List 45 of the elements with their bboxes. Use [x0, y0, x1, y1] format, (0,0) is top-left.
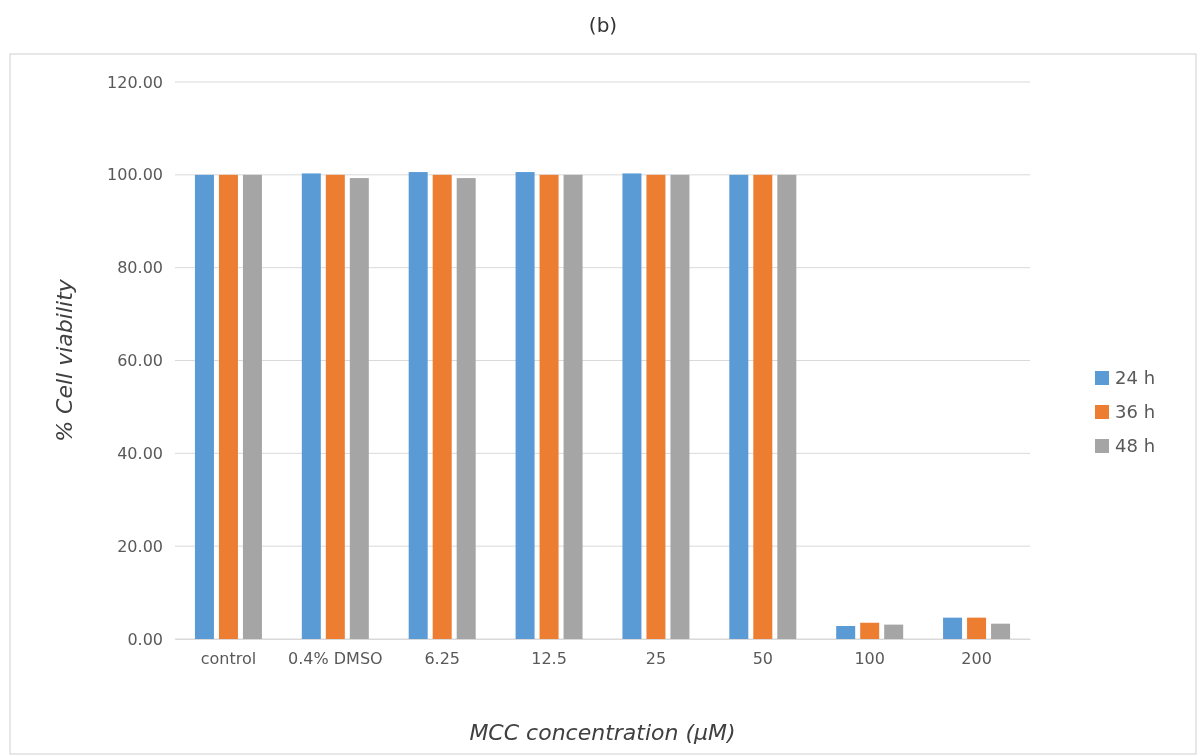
- x-tick-label: 6.25: [424, 649, 460, 669]
- y-tick-label: 0.00: [127, 629, 163, 649]
- bar: [777, 174, 797, 639]
- bar: [456, 178, 476, 639]
- legend-label: 24 h: [1115, 367, 1156, 388]
- bar: [218, 174, 238, 639]
- bar: [563, 174, 583, 639]
- y-tick-label: 100.00: [107, 165, 163, 185]
- chart-title: (b): [588, 13, 618, 37]
- bar: [349, 178, 369, 639]
- y-tick-label: 20.00: [117, 536, 163, 556]
- x-tick-label: 200: [961, 649, 992, 669]
- x-tick-label: 0.4% DMSO: [288, 649, 383, 669]
- y-axis-title: % Cell viability: [52, 278, 77, 442]
- legend-label: 48 h: [1115, 435, 1156, 456]
- bar: [408, 172, 428, 639]
- bar: [860, 622, 880, 639]
- bar: [325, 174, 345, 639]
- bar: [515, 172, 535, 639]
- bar: [753, 174, 773, 639]
- x-tick-label: control: [200, 649, 257, 669]
- x-axis-title: MCC concentration (μM): [469, 720, 736, 745]
- bar: [967, 617, 987, 639]
- bar: [991, 623, 1011, 639]
- bar: [539, 174, 559, 639]
- y-tick-label: 120.00: [107, 72, 163, 92]
- bar: [943, 617, 963, 639]
- x-tick-label: 12.5: [531, 649, 567, 669]
- bar: [301, 173, 321, 639]
- x-tick-label: 50: [752, 649, 773, 669]
- bar: [242, 174, 262, 639]
- bar: [194, 174, 214, 639]
- x-tick-label: 100: [854, 649, 885, 669]
- y-tick-label: 60.00: [117, 351, 163, 371]
- bar: [884, 624, 904, 639]
- bar: [729, 174, 749, 639]
- bar: [670, 174, 690, 639]
- legend-label: 36 h: [1115, 401, 1156, 422]
- bar: [622, 173, 642, 639]
- bar: [432, 174, 452, 639]
- bar: [646, 174, 666, 639]
- y-tick-label: 80.00: [117, 258, 163, 278]
- x-tick-label: 25: [645, 649, 667, 669]
- bar: [836, 626, 856, 639]
- y-tick-label: 40.00: [117, 443, 163, 463]
